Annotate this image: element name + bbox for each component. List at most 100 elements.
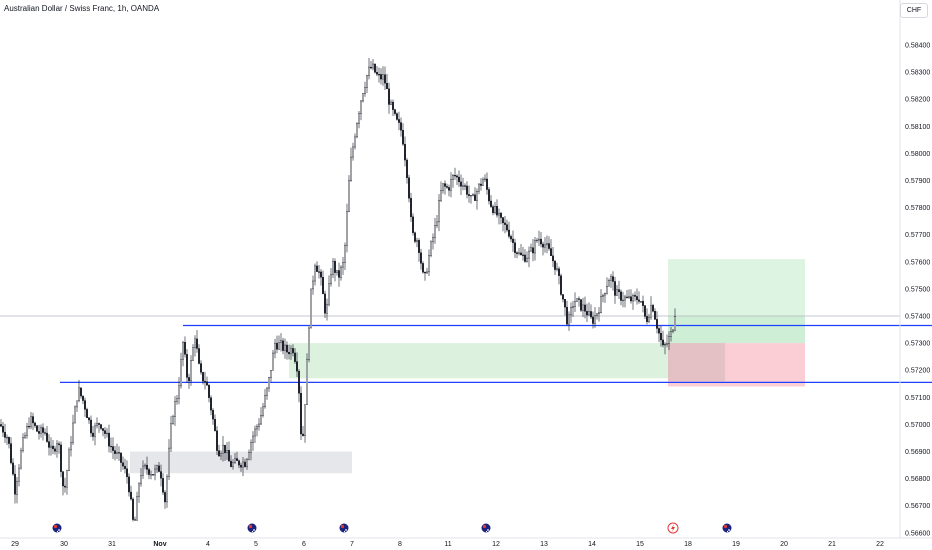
candle-body (482, 179, 484, 186)
target-zone-overlap[interactable] (668, 316, 805, 344)
y-axis[interactable]: 0.58400 0.58300 0.58200 0.58100 0.58000 0.579… (905, 43, 930, 550)
candle-body (214, 418, 216, 431)
candle-body (608, 280, 610, 287)
candle (328, 275, 330, 307)
candle (414, 231, 416, 244)
candle (92, 425, 94, 441)
candle-body (398, 119, 400, 123)
candle (298, 368, 300, 403)
candle (424, 271, 426, 281)
candle-body (320, 271, 322, 278)
candle (386, 73, 388, 90)
candle-body (508, 229, 510, 237)
gray-support-zone[interactable] (130, 451, 352, 474)
candle (480, 178, 482, 191)
candle-body (82, 395, 84, 401)
au-flag-icon[interactable] (338, 522, 350, 534)
candle-body (0, 424, 2, 427)
candle-body (594, 315, 596, 324)
candle (136, 491, 138, 521)
candle-body (406, 159, 408, 178)
candle (172, 414, 174, 425)
candle (232, 459, 234, 470)
candle-body (208, 385, 210, 398)
candle (670, 327, 672, 342)
candle-body (152, 474, 154, 476)
candle (610, 273, 612, 288)
candle (104, 427, 106, 439)
au-flag-icon[interactable] (721, 522, 733, 534)
candle-body (634, 295, 636, 297)
candles-layer (0, 58, 676, 522)
candle (338, 262, 340, 287)
candle-body (56, 443, 58, 452)
candle-body (424, 271, 426, 274)
candle-body (362, 93, 364, 102)
candle (620, 289, 622, 306)
candle-body (292, 348, 294, 354)
candle-body (578, 298, 580, 300)
au-flag-icon[interactable] (51, 522, 63, 534)
candle-body (584, 304, 586, 312)
candle-body (12, 462, 14, 475)
candle-body (326, 303, 328, 314)
candle (112, 437, 114, 459)
au-flag-icon[interactable] (480, 522, 492, 534)
candle-body (192, 347, 194, 361)
candle-body (480, 183, 482, 186)
au-flag-icon[interactable] (246, 522, 258, 534)
candle-body (598, 312, 600, 315)
candle-body (102, 428, 104, 431)
candle (278, 335, 280, 351)
candle (194, 335, 196, 357)
candle (94, 422, 96, 446)
candle-body (436, 221, 438, 226)
candle-body (512, 238, 514, 243)
candle-body (308, 327, 310, 360)
candle (344, 242, 346, 270)
candle-body (394, 109, 396, 114)
candle (142, 460, 144, 479)
candle (12, 458, 14, 476)
candle-body (412, 216, 414, 233)
candle (246, 457, 248, 470)
candle (210, 395, 212, 416)
candle-body (444, 183, 446, 187)
candle-body (284, 344, 286, 351)
candle-body (654, 311, 656, 320)
candle-body (26, 425, 28, 436)
candle (364, 81, 366, 97)
alert-icon[interactable] (667, 522, 679, 534)
candle (234, 452, 236, 464)
candle (402, 123, 404, 146)
candle-body (234, 458, 236, 463)
candle-body (6, 437, 8, 439)
candle-body (568, 314, 570, 325)
candle-body (416, 240, 418, 242)
y-tick-label: 0.57100 (905, 395, 930, 402)
candle-body (390, 101, 392, 105)
candle (106, 428, 108, 438)
candle-body (2, 425, 4, 433)
demand-zone[interactable] (289, 343, 670, 379)
candle-body (176, 398, 178, 402)
candle-body (42, 427, 44, 433)
candle (502, 216, 504, 232)
candle (354, 133, 356, 150)
candle-body (48, 441, 50, 448)
candle-body (180, 359, 182, 387)
candle (192, 344, 194, 362)
entry-overlay-zone[interactable] (668, 343, 725, 382)
candle (614, 276, 616, 304)
candle (326, 298, 328, 321)
candle (178, 377, 180, 405)
candle (666, 334, 668, 348)
candle (62, 470, 64, 496)
x-axis[interactable]: 29 30 31 Nov 4 5 6 7 8 11 12 13 14 15 18 19 20 21 22 (11, 541, 884, 548)
candle-body (370, 66, 372, 69)
candle (366, 74, 368, 94)
candle-body (32, 416, 34, 424)
currency-badge[interactable]: CHF (900, 3, 928, 18)
candle (88, 417, 90, 424)
